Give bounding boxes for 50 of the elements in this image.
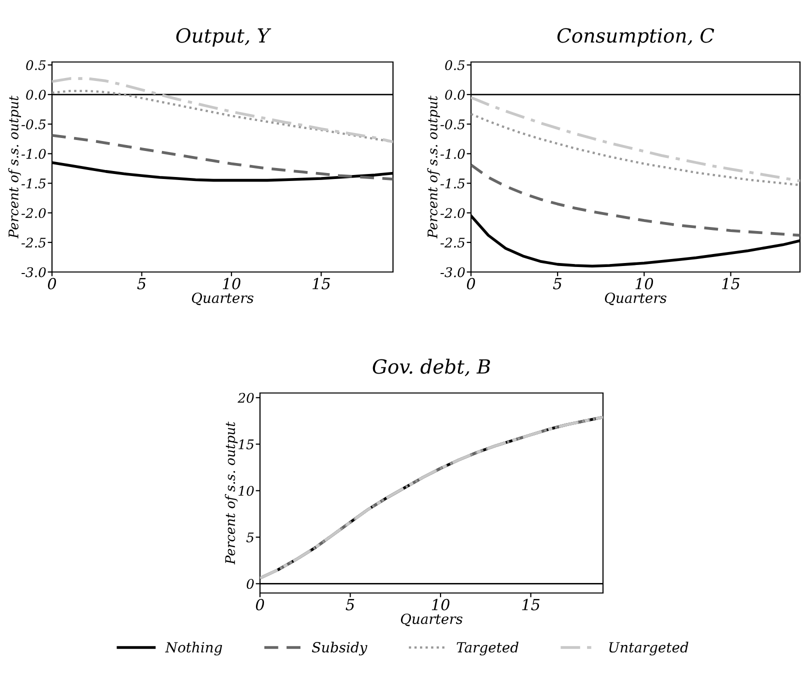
- x-tick-label: 5: [346, 599, 354, 610]
- y-tick-label: -1.5: [440, 178, 465, 188]
- x-tick-label: 5: [553, 278, 562, 290]
- y-tick-label: -1.0: [440, 148, 465, 159]
- y-tick-label: 0.0: [26, 90, 46, 100]
- y-tick-label: -2.0: [440, 208, 465, 218]
- y-tick-label: 5: [246, 532, 254, 542]
- y-tick-label: -0.5: [440, 119, 465, 130]
- x-tick-label: 0: [48, 278, 56, 290]
- x-axis-title: Quarters: [400, 614, 462, 626]
- chart-title: Consumption, C: [557, 28, 714, 47]
- x-tick-label: 15: [312, 278, 330, 290]
- x-tick-label: 10: [432, 598, 450, 610]
- y-tick-label: 0.0: [445, 90, 465, 100]
- x-axis-title: Quarters: [604, 292, 666, 306]
- y-axis-title: Percent of s.s. output: [224, 422, 238, 565]
- x-tick-label: 0: [256, 598, 264, 610]
- x-tick-label: 15: [722, 278, 740, 290]
- line-series: [471, 96, 800, 182]
- x-tick-label: 0: [466, 278, 476, 290]
- x-tick-label: 15: [522, 598, 540, 610]
- legend-label: Nothing: [165, 642, 222, 656]
- y-tick-label: -2.5: [440, 238, 465, 248]
- chart-title: Output, Y: [176, 28, 272, 47]
- legend-label: Untargeted: [609, 642, 688, 656]
- line-series: [52, 134, 393, 181]
- y-axis-title: Percent of s.s. output: [8, 96, 21, 239]
- y-tick-label: -0.5: [21, 119, 46, 130]
- x-axis-title: Quarters: [192, 292, 254, 306]
- x-tick-label: 10: [222, 278, 240, 290]
- y-tick-label: -3.0: [440, 267, 465, 278]
- y-tick-label: -2.5: [21, 238, 46, 248]
- y-tick-label: -1.5: [21, 178, 46, 188]
- line-series: [471, 164, 800, 237]
- x-tick-label: 10: [636, 278, 654, 290]
- y-tick-label: -3.0: [21, 267, 46, 278]
- chart-title: Gov. debt, B: [372, 358, 490, 376]
- y-tick-label: 10: [238, 486, 254, 496]
- y-tick-label: -2.0: [21, 208, 46, 218]
- y-tick-label: 15: [238, 439, 254, 450]
- legend-label: Targeted: [456, 642, 518, 656]
- y-tick-label: -1.0: [21, 148, 46, 159]
- line-series: [471, 112, 800, 186]
- y-axis-title: Percent of s.s. output: [427, 96, 440, 239]
- y-tick-label: 0.5: [26, 60, 46, 70]
- y-tick-label: 0: [246, 578, 254, 589]
- y-tick-label: 20: [238, 392, 254, 403]
- y-tick-label: 0.5: [445, 60, 465, 70]
- x-tick-label: 5: [137, 278, 146, 290]
- legend-label: Subsidy: [312, 642, 368, 656]
